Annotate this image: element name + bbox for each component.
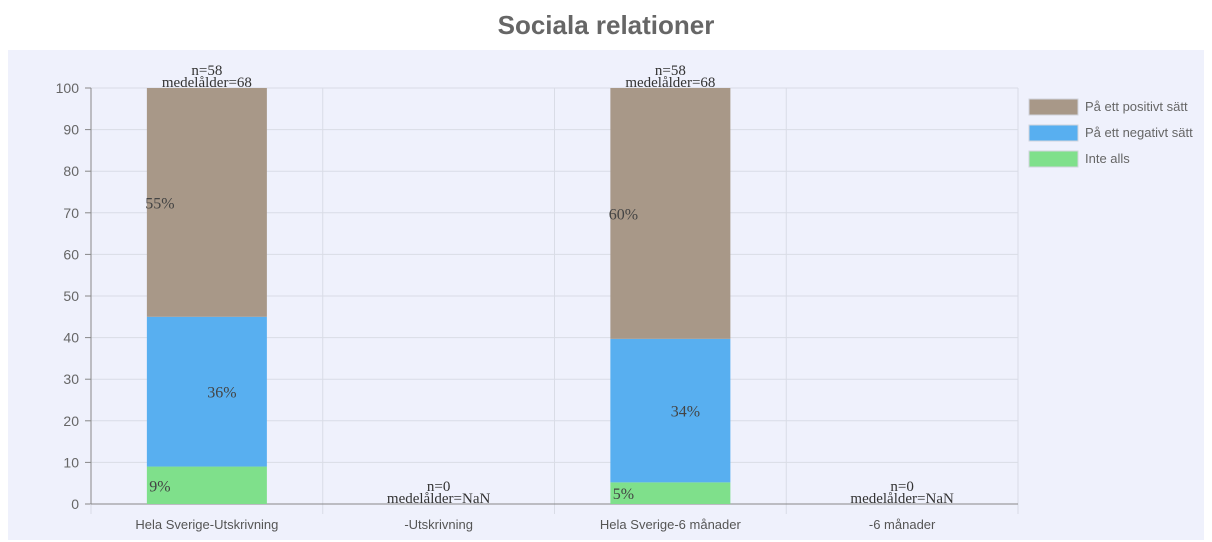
y-axis-tick-labels: 0 10 20 30 40 50 60 70 80 90 100 xyxy=(56,80,80,512)
n-count-label: n=0 xyxy=(427,479,450,495)
data-label: 34% xyxy=(671,404,700,421)
y-tick-label: 40 xyxy=(63,330,79,346)
y-tick-label: 70 xyxy=(63,205,79,221)
x-category-label: Hela Sverige-6 månader xyxy=(600,517,742,532)
n-count-label: n=58 xyxy=(191,63,222,79)
y-tick-label: 100 xyxy=(56,80,80,96)
data-label: 5% xyxy=(613,486,634,503)
legend-swatch xyxy=(1028,150,1079,168)
bar-segment xyxy=(146,466,267,504)
data-label: 36% xyxy=(207,385,236,402)
y-tick-label: 20 xyxy=(63,413,79,429)
legend-swatch xyxy=(1028,98,1079,116)
n-count-label: n=0 xyxy=(890,479,913,495)
data-label: 55% xyxy=(145,195,174,212)
mean-age-label: medelålder=NaN xyxy=(387,491,491,507)
y-tick-label: 10 xyxy=(63,454,79,470)
bar-segment xyxy=(610,88,731,339)
bars xyxy=(146,88,731,504)
x-category-label: -Utskrivning xyxy=(404,517,473,532)
mean-age-label: medelålder=NaN xyxy=(850,491,954,507)
legend-label: På ett negativt sätt xyxy=(1085,125,1193,140)
data-label: 9% xyxy=(149,478,170,495)
mean-age-label: medelålder=68 xyxy=(162,75,252,91)
y-tick-label: 50 xyxy=(63,288,79,304)
legend-label: På ett positivt sätt xyxy=(1085,99,1188,114)
y-tick-label: 0 xyxy=(71,496,79,512)
n-count-label: n=58 xyxy=(655,63,686,79)
n-annotations: n=58medelålder=68n=0medelålder=NaNn=58me… xyxy=(162,63,954,507)
bar-segment xyxy=(146,316,267,467)
x-axis-category-labels: Hela Sverige-Utskrivning -Utskrivning Hela… xyxy=(135,517,936,532)
bar-segment xyxy=(146,88,267,317)
legend: På ett positivt sätt På ett negativt sätt… xyxy=(1028,98,1193,168)
x-category-label: -6 månader xyxy=(869,517,936,532)
legend-label: Inte alls xyxy=(1085,151,1130,166)
y-tick-label: 30 xyxy=(63,371,79,387)
x-category-label: Hela Sverige-Utskrivning xyxy=(135,517,278,532)
y-tick-label: 60 xyxy=(63,246,79,262)
mean-age-label: medelålder=68 xyxy=(625,75,715,91)
legend-swatch xyxy=(1028,124,1079,142)
bar-segment xyxy=(610,338,731,483)
data-labels: 9% 36% 55% 5% 34% 60% xyxy=(145,195,700,503)
y-tick-label: 90 xyxy=(63,122,79,138)
y-tick-label: 80 xyxy=(63,163,79,179)
bar-segment xyxy=(610,482,731,504)
chart-title: Sociala relationer xyxy=(497,10,715,40)
data-label: 60% xyxy=(609,206,638,223)
